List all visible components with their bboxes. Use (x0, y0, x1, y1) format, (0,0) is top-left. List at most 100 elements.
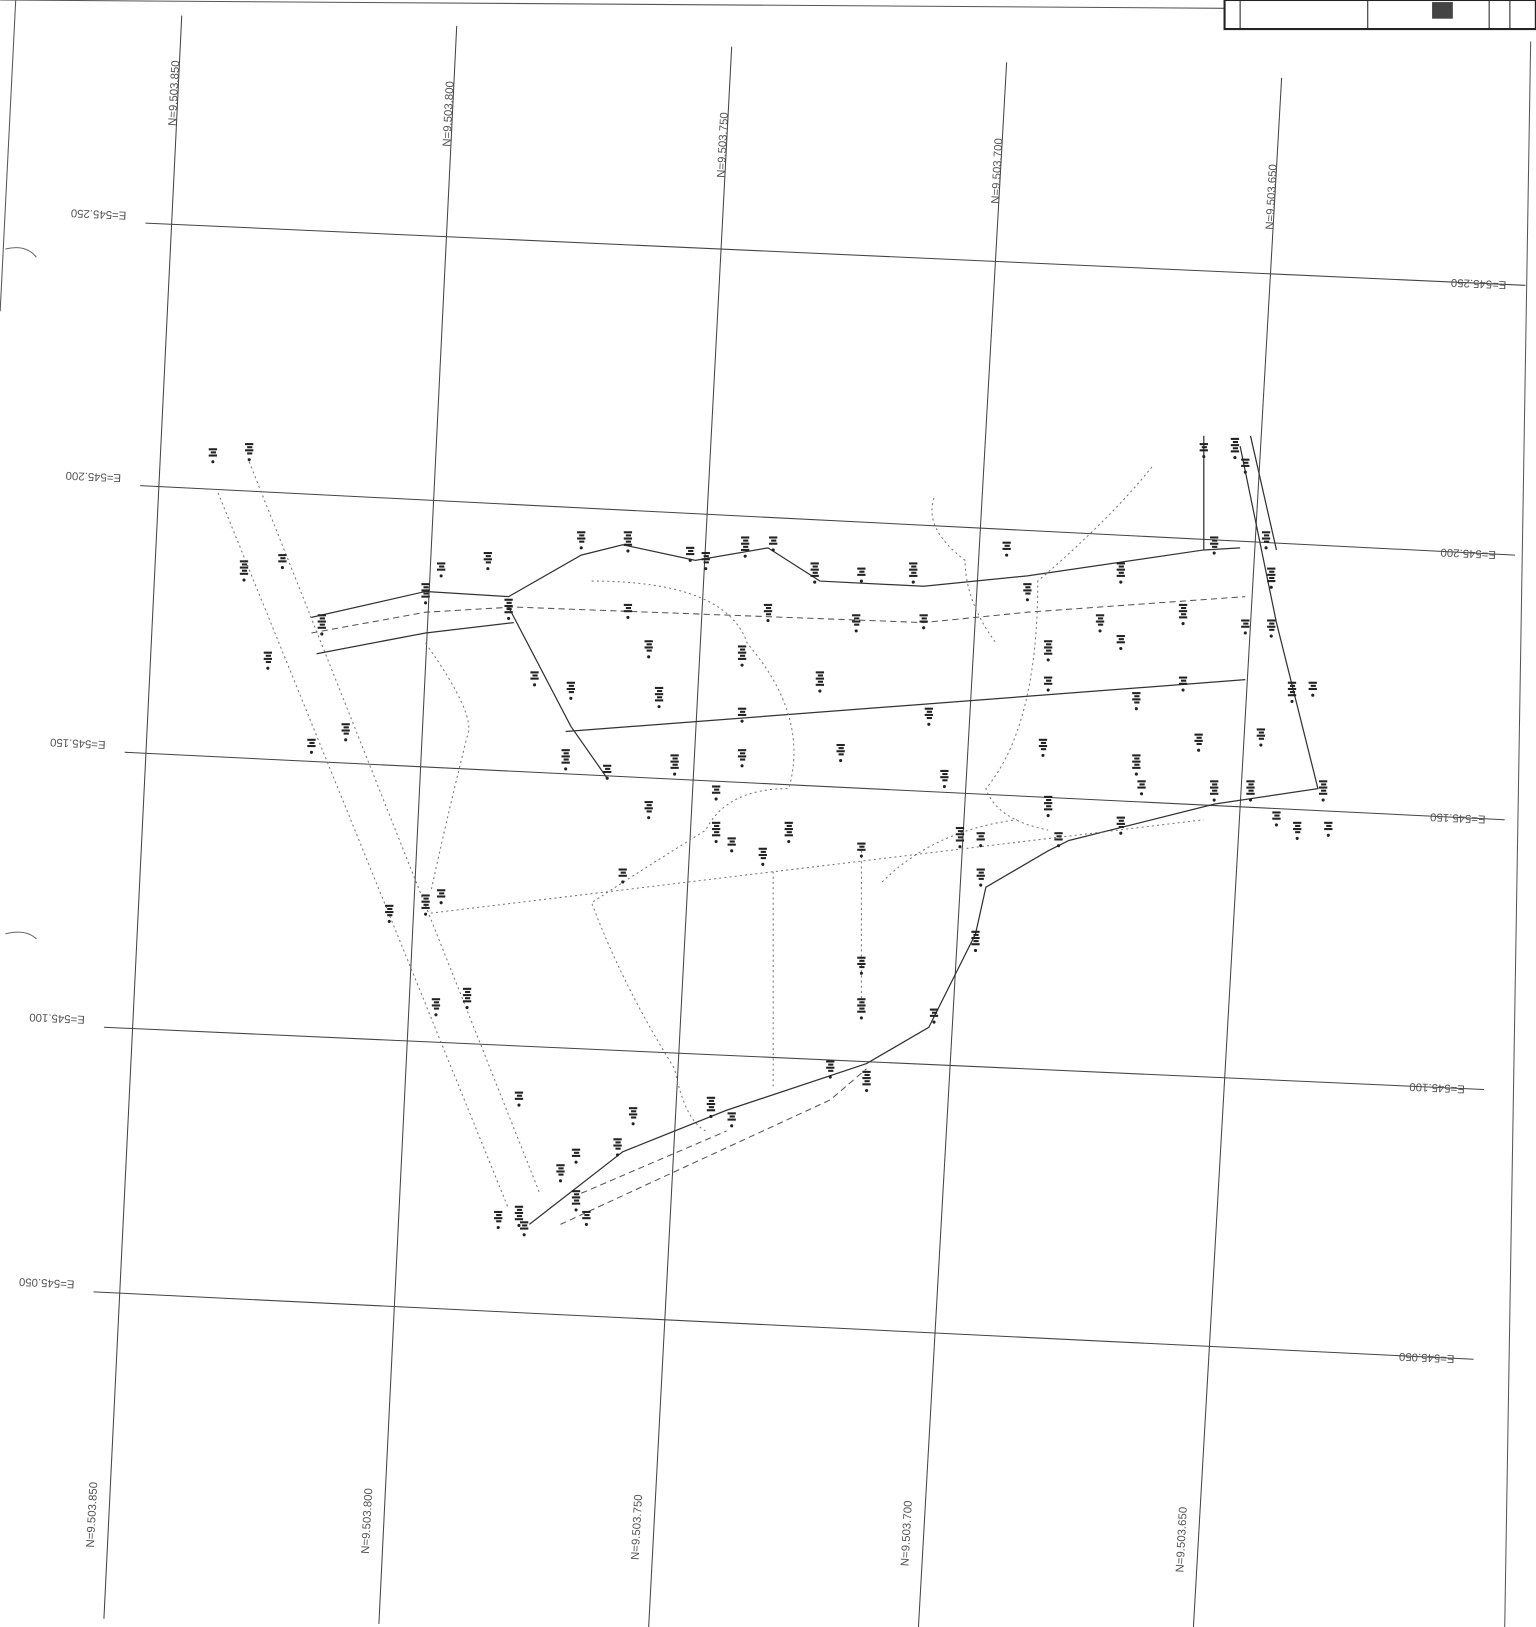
survey-point (424, 912, 428, 916)
survey-point-symbol (864, 1073, 870, 1077)
survey-point (517, 1223, 521, 1227)
survey-point-symbol (654, 686, 664, 689)
survey-point-symbol (1246, 786, 1255, 789)
survey-point-symbol (433, 1001, 440, 1004)
easting-label: E=545.150 (50, 736, 106, 751)
survey-point-symbol (836, 743, 845, 747)
survey-point-symbol (1289, 691, 1296, 694)
survey-point (424, 601, 428, 605)
survey-point-symbol (737, 713, 747, 716)
survey-point-symbol (265, 660, 271, 664)
survey-point-symbol (615, 1147, 621, 1150)
survey-point-symbol (852, 620, 861, 623)
survey-point-symbol (1287, 694, 1297, 697)
survey-point-symbol (971, 936, 980, 940)
survey-point-symbol (431, 1004, 441, 1007)
survey-point-symbol (1040, 741, 1047, 744)
survey-point-symbol (532, 674, 538, 677)
survey-point-symbol (1256, 728, 1266, 731)
survey-point-symbol (670, 754, 679, 757)
survey-point (1326, 833, 1330, 837)
survey-point-symbol (561, 755, 570, 758)
survey-point (1046, 688, 1050, 692)
survey-point-symbol (656, 696, 663, 699)
survey-point-symbol (1118, 825, 1124, 829)
survey-point (740, 764, 744, 768)
survey-point-symbol (1258, 737, 1264, 740)
survey-point-symbol (672, 763, 678, 766)
boundary-line (528, 446, 1319, 1225)
survey-point-symbol (582, 1217, 591, 1220)
survey-point-symbol (431, 998, 441, 1001)
survey-point (439, 901, 443, 905)
survey-point-symbol (514, 1097, 524, 1100)
survey-point-symbol (566, 687, 576, 691)
survey-point-symbol (957, 836, 964, 839)
northing-grid-line (917, 62, 1008, 1627)
survey-point-symbol (1261, 531, 1271, 534)
easting-label: E=545.100 (29, 1011, 85, 1026)
northing-label: N=9.503.750 (630, 1494, 645, 1560)
survey-point-symbol (436, 895, 446, 898)
survey-point-symbol (971, 943, 980, 946)
survey-point-symbol (1230, 437, 1240, 440)
survey-point-symbol (494, 1217, 503, 1220)
survey-point (818, 689, 822, 693)
survey-point-symbol (859, 1001, 865, 1004)
survey-point (564, 767, 568, 771)
survey-point-symbol (1267, 625, 1276, 628)
survey-point-symbol (1038, 745, 1048, 748)
survey-point (1212, 798, 1216, 802)
survey-point-symbol (625, 607, 632, 610)
boundary-line (508, 606, 608, 779)
survey-point-symbol (263, 657, 273, 660)
survey-point-symbol (644, 646, 653, 649)
survey-point-symbol (319, 617, 325, 620)
survey-point (958, 845, 962, 849)
survey-point-symbol (423, 903, 429, 906)
survey-point-symbol (343, 726, 349, 729)
survey-point-symbol (530, 671, 539, 674)
survey-point (579, 546, 583, 550)
survey-point (309, 750, 314, 754)
survey-point-symbol (265, 654, 271, 657)
survey-point (854, 629, 858, 633)
survey-point-symbol (836, 750, 845, 753)
survey-point-symbol (1210, 780, 1219, 783)
survey-point (1321, 798, 1325, 802)
survey-point-symbol (514, 1211, 524, 1215)
survey-point (1119, 580, 1123, 584)
survey-point-symbol (1118, 819, 1124, 822)
survey-point-symbol (857, 956, 866, 959)
survey-point-symbol (760, 857, 766, 860)
survey-point-symbol (727, 843, 736, 846)
survey-point-symbol (317, 614, 326, 617)
survey-point-symbol (278, 554, 287, 557)
survey-point-symbol (708, 1099, 715, 1102)
survey-point (932, 1020, 936, 1024)
survey-point-symbol (1246, 792, 1255, 795)
survey-point-symbol (558, 1173, 564, 1176)
survey-point-symbol (1046, 649, 1052, 652)
survey-point-symbol (421, 583, 430, 586)
survey-point (1233, 456, 1237, 460)
survey-point-symbol (343, 732, 349, 735)
easting-label: E=545.100 (1409, 1080, 1465, 1095)
survey-point (730, 1124, 734, 1128)
survey-point (911, 580, 915, 584)
survey-point-symbol (421, 906, 430, 909)
survey-point-symbol (385, 904, 394, 907)
survey-point-symbol (573, 1199, 580, 1202)
northing-label: N=9.503.650 (1174, 1507, 1189, 1573)
survey-point-symbol (1118, 565, 1124, 568)
survey-point (1259, 743, 1263, 747)
survey-point-symbol (784, 821, 793, 824)
survey-point-symbol (1116, 562, 1125, 565)
survey-point-symbol (504, 611, 513, 614)
survey-point (569, 696, 573, 700)
survey-point-symbol (714, 831, 720, 834)
survey-point-symbol (1116, 822, 1125, 825)
survey-point (247, 458, 251, 462)
survey-point-symbol (625, 540, 632, 543)
survey-point-symbol (530, 677, 539, 680)
